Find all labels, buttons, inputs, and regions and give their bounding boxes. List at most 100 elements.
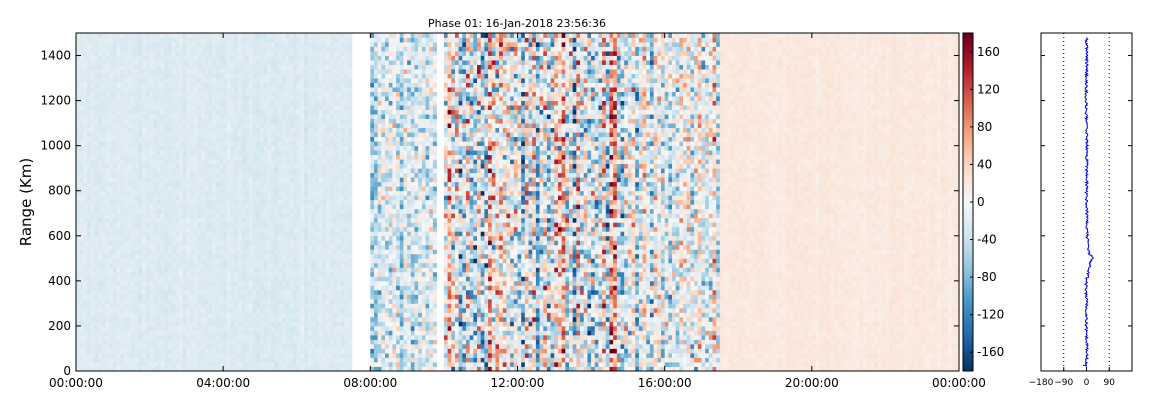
heatmap-cell bbox=[76, 213, 81, 219]
heatmap-cell bbox=[252, 105, 257, 111]
heatmap-cell bbox=[160, 37, 165, 43]
heatmap-cell bbox=[230, 285, 235, 291]
heatmap-cell bbox=[190, 307, 195, 313]
heatmap-cell bbox=[175, 334, 180, 340]
heatmap-cell bbox=[167, 276, 173, 282]
heatmap-cell bbox=[311, 307, 316, 313]
heatmap-cell bbox=[248, 42, 253, 47]
heatmap-cell bbox=[109, 114, 114, 120]
heatmap-cell bbox=[245, 141, 250, 147]
heatmap-cell bbox=[256, 87, 261, 92]
heatmap-cell bbox=[98, 235, 103, 241]
heatmap-cell bbox=[315, 154, 320, 160]
heatmap-cell bbox=[204, 109, 209, 115]
heatmap-cell bbox=[98, 334, 103, 340]
heatmap-cell bbox=[156, 195, 162, 201]
heatmap-cell bbox=[182, 87, 187, 92]
heatmap-cell bbox=[285, 168, 290, 174]
heatmap-cell bbox=[186, 321, 191, 327]
heatmap-cell bbox=[179, 42, 184, 47]
heatmap-cell bbox=[237, 330, 242, 336]
heatmap-cell bbox=[167, 195, 173, 201]
heatmap-cell bbox=[289, 181, 294, 187]
heatmap-cell bbox=[171, 186, 176, 192]
heatmap-cell bbox=[120, 276, 125, 282]
heatmap-cell bbox=[179, 204, 184, 210]
heatmap-cell bbox=[87, 96, 92, 101]
heatmap-cell bbox=[160, 325, 165, 331]
heatmap-cell bbox=[248, 361, 253, 367]
heatmap-cell bbox=[208, 217, 213, 223]
heatmap-cell bbox=[98, 258, 103, 264]
heatmap-cell bbox=[278, 42, 283, 47]
heatmap-cell bbox=[186, 307, 191, 313]
heatmap-cell bbox=[245, 334, 250, 340]
heatmap-cell bbox=[109, 82, 114, 88]
heatmap-cell bbox=[201, 258, 206, 264]
heatmap-cell bbox=[230, 78, 235, 83]
heatmap-cell bbox=[219, 348, 224, 354]
heatmap-cell bbox=[267, 285, 272, 291]
heatmap-cell bbox=[197, 298, 202, 304]
heatmap-cell bbox=[285, 330, 290, 336]
heatmap-cell bbox=[101, 222, 106, 228]
heatmap-cell bbox=[134, 343, 139, 349]
heatmap-cell bbox=[234, 289, 239, 295]
heatmap-cell bbox=[248, 244, 253, 250]
heatmap-cell bbox=[212, 96, 217, 101]
heatmap-cell bbox=[215, 163, 220, 169]
heatmap-cell bbox=[190, 280, 195, 286]
heatmap-cell bbox=[223, 118, 228, 124]
heatmap-cell bbox=[105, 82, 110, 88]
heatmap-cell bbox=[318, 208, 323, 214]
heatmap-cell bbox=[304, 204, 309, 210]
heatmap-cell bbox=[256, 199, 261, 205]
heatmap-cell bbox=[164, 141, 169, 147]
heatmap-cell bbox=[219, 172, 224, 178]
heatmap-cell bbox=[278, 253, 283, 259]
heatmap-cell bbox=[263, 262, 268, 268]
heatmap-cell bbox=[300, 334, 305, 340]
heatmap-cell bbox=[190, 127, 195, 133]
heatmap-cell bbox=[263, 172, 268, 178]
heatmap-cell bbox=[226, 69, 231, 74]
heatmap-cell bbox=[234, 123, 239, 129]
heatmap-cell bbox=[76, 325, 81, 331]
heatmap-cell bbox=[208, 321, 213, 327]
heatmap-cell bbox=[271, 199, 276, 205]
heatmap-cell bbox=[79, 213, 84, 219]
heatmap-cell bbox=[101, 285, 106, 291]
heatmap-cell bbox=[109, 190, 114, 196]
heatmap-cell bbox=[186, 105, 191, 111]
heatmap-cell bbox=[234, 141, 239, 147]
heatmap-cell bbox=[226, 87, 231, 92]
heatmap-cell bbox=[201, 330, 206, 336]
heatmap-cell bbox=[226, 33, 231, 38]
heatmap-cell bbox=[285, 366, 290, 372]
heatmap-cell bbox=[94, 312, 99, 318]
heatmap-cell bbox=[87, 276, 92, 282]
heatmap-cell bbox=[164, 312, 169, 318]
heatmap-cell bbox=[112, 46, 117, 52]
heatmap-cell bbox=[296, 289, 301, 295]
heatmap-cell bbox=[293, 145, 298, 151]
heatmap-cell bbox=[109, 316, 114, 322]
heatmap-cell bbox=[156, 181, 162, 187]
heatmap-cell bbox=[259, 127, 265, 133]
heatmap-cell bbox=[274, 298, 279, 304]
heatmap-cell bbox=[300, 240, 305, 246]
heatmap-cell bbox=[127, 208, 132, 214]
heatmap-cell bbox=[263, 258, 268, 264]
heatmap-cell bbox=[219, 361, 224, 367]
heatmap-cell bbox=[190, 60, 195, 65]
heatmap-cell bbox=[160, 352, 165, 358]
heatmap-cell bbox=[153, 361, 158, 367]
heatmap-cell bbox=[267, 312, 272, 318]
heatmap-cell bbox=[134, 276, 139, 282]
heatmap-cell bbox=[142, 271, 147, 277]
heatmap-cell bbox=[274, 348, 279, 354]
heatmap-cell bbox=[120, 213, 125, 219]
heatmap-cell bbox=[259, 262, 265, 268]
heatmap-cell bbox=[315, 150, 320, 156]
heatmap-cell bbox=[123, 172, 128, 178]
